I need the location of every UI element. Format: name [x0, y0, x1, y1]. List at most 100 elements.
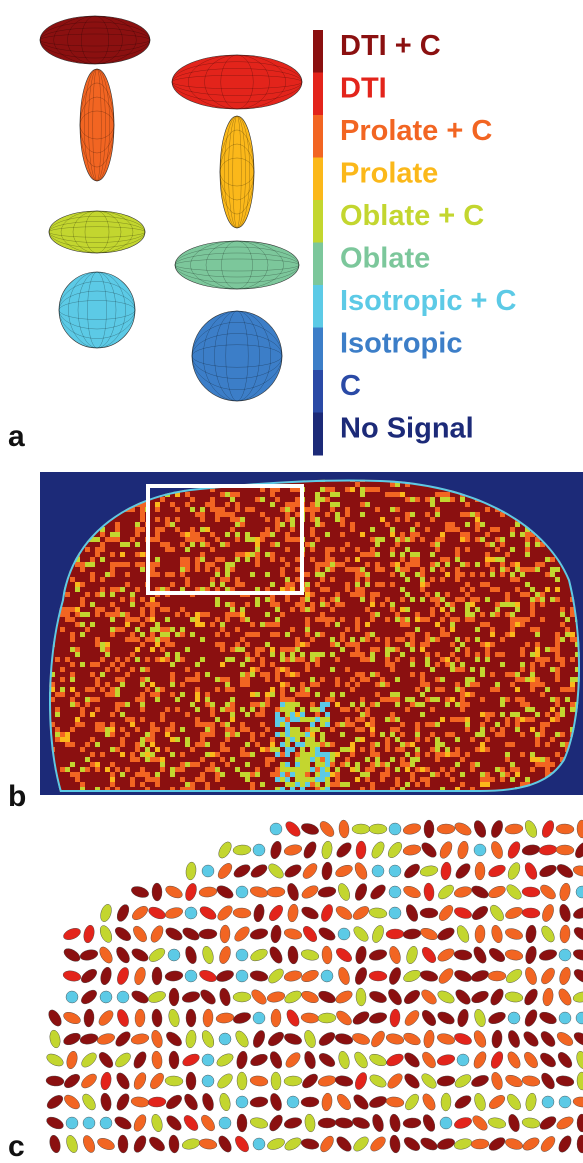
glyph: [453, 905, 473, 920]
glyph: [504, 1137, 524, 1152]
glyph: [215, 1012, 234, 1024]
voxel: [355, 737, 360, 742]
voxel: [210, 532, 215, 537]
glyph: [113, 1050, 133, 1069]
glyph: [164, 884, 185, 901]
voxel: [110, 602, 115, 607]
voxel: [300, 762, 305, 767]
glyph: [353, 1071, 369, 1091]
voxel: [340, 707, 345, 712]
glyph: [83, 1009, 94, 1028]
voxel: [450, 627, 455, 632]
voxel: [155, 502, 160, 507]
voxel: [475, 732, 480, 737]
voxel: [520, 532, 525, 537]
voxel: [425, 512, 430, 517]
panel-label: a: [8, 420, 25, 453]
glyph: [100, 1117, 113, 1130]
voxel: [365, 502, 370, 507]
voxel: [70, 687, 75, 692]
glyph: [470, 989, 491, 1005]
voxel: [465, 522, 470, 527]
legend-swatch: [313, 73, 323, 116]
voxel: [350, 592, 355, 597]
voxel: [225, 732, 230, 737]
glyph: [351, 1092, 371, 1112]
voxel: [345, 587, 350, 592]
voxel: [210, 577, 215, 582]
voxel: [505, 592, 510, 597]
voxel: [425, 767, 430, 772]
voxel: [395, 717, 400, 722]
voxel: [285, 682, 290, 687]
voxel: [380, 517, 385, 522]
voxel: [430, 502, 435, 507]
voxel: [325, 712, 330, 717]
voxel: [235, 557, 240, 562]
voxel: [505, 722, 510, 727]
glyph: [318, 1134, 336, 1155]
voxel: [315, 712, 320, 717]
voxel: [495, 682, 500, 687]
voxel: [440, 597, 445, 602]
voxel: [185, 612, 190, 617]
glyph: [471, 1050, 488, 1071]
glyph: [525, 924, 538, 943]
voxel: [180, 762, 185, 767]
voxel: [190, 542, 195, 547]
voxel: [320, 677, 325, 682]
glyph: [436, 1032, 456, 1046]
voxel: [455, 617, 460, 622]
voxel: [320, 572, 325, 577]
glyph: [147, 989, 167, 1004]
voxel: [170, 737, 175, 742]
glyph: [368, 1052, 389, 1068]
voxel: [395, 567, 400, 572]
voxel: [390, 607, 395, 612]
voxel: [530, 627, 535, 632]
voxel: [205, 612, 210, 617]
voxel: [155, 757, 160, 762]
voxel: [465, 652, 470, 657]
voxel: [75, 622, 80, 627]
voxel: [510, 612, 515, 617]
glyph: [317, 1030, 337, 1049]
voxel: [530, 602, 535, 607]
glyph: [438, 1115, 455, 1132]
glyph: [555, 1114, 576, 1131]
voxel: [245, 657, 250, 662]
voxel: [410, 642, 415, 647]
voxel: [275, 667, 280, 672]
voxel: [245, 777, 250, 782]
voxel: [140, 707, 145, 712]
voxel: [325, 777, 330, 782]
voxel: [95, 697, 100, 702]
glyph: [504, 905, 524, 921]
legend-swatch: [313, 30, 323, 73]
voxel: [195, 687, 200, 692]
voxel: [100, 672, 105, 677]
voxel: [240, 727, 245, 732]
voxel: [65, 607, 70, 612]
glyph: [487, 1116, 507, 1130]
voxel: [85, 767, 90, 772]
voxel: [475, 657, 480, 662]
voxel: [390, 692, 395, 697]
voxel: [305, 717, 310, 722]
voxel: [230, 562, 235, 567]
voxel: [125, 732, 130, 737]
voxel: [215, 602, 220, 607]
voxel: [445, 732, 450, 737]
voxel: [515, 717, 520, 722]
voxel: [110, 777, 115, 782]
voxel: [70, 647, 75, 652]
glyph: [249, 969, 269, 982]
voxel: [215, 517, 220, 522]
voxel: [285, 582, 290, 587]
voxel: [280, 507, 285, 512]
voxel: [370, 537, 375, 542]
voxel: [280, 647, 285, 652]
voxel: [305, 587, 310, 592]
glyph: [283, 1050, 303, 1070]
voxel: [125, 542, 130, 547]
